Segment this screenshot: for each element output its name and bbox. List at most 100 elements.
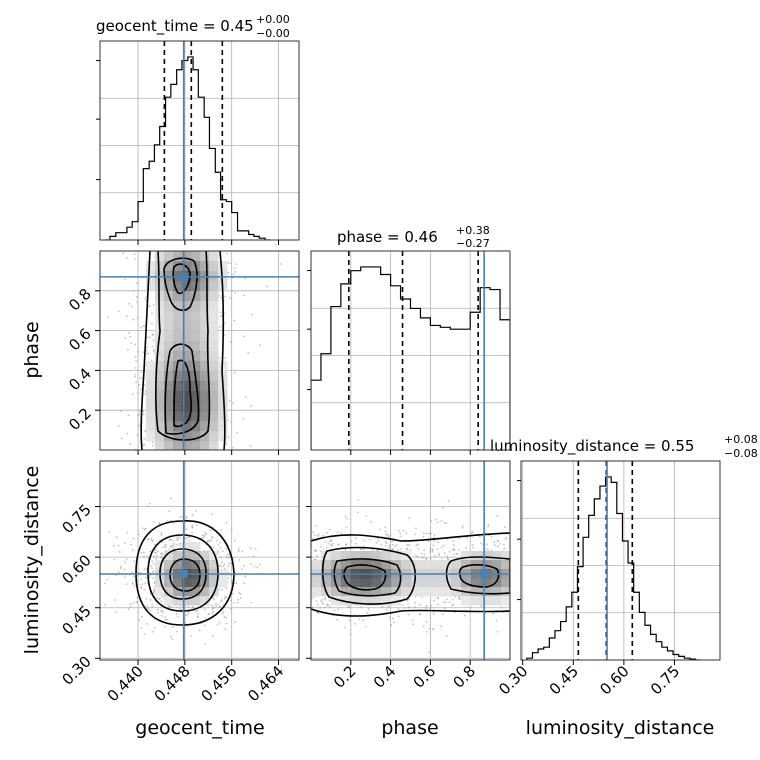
scatter-point <box>212 610 214 613</box>
scatter-point <box>122 252 124 255</box>
scatter-point <box>443 552 446 555</box>
scatter-point <box>169 538 172 541</box>
title-plus: +0.08 <box>724 433 758 446</box>
density-cell <box>155 381 165 392</box>
scatter-point <box>161 552 164 554</box>
scatter-point <box>154 543 156 546</box>
scatter-point <box>384 530 387 533</box>
scatter-point <box>166 618 169 621</box>
scatter-point <box>317 533 320 536</box>
scatter-point <box>417 547 420 550</box>
truth-point <box>480 569 489 578</box>
scatter-point <box>157 611 159 614</box>
scatter-point <box>170 539 173 542</box>
scatter-point <box>433 540 436 542</box>
density-cell <box>155 261 165 272</box>
density-cell <box>491 587 502 597</box>
scatter-point <box>138 533 140 536</box>
scatter-point <box>123 278 126 281</box>
scatter-point <box>139 410 142 412</box>
scatter-point <box>210 538 212 541</box>
scatter-point <box>499 606 502 609</box>
density-cell <box>441 587 452 597</box>
scatter-point <box>211 612 214 615</box>
scatter-point <box>123 542 126 545</box>
density-cell <box>182 371 192 382</box>
scatter-point <box>377 539 380 542</box>
scatter-point <box>397 608 400 610</box>
scatter-point <box>161 614 163 617</box>
scatter-point <box>130 342 132 344</box>
scatter-point <box>173 522 175 524</box>
joint-area <box>311 461 510 660</box>
scatter-point <box>503 547 506 550</box>
scatter-point <box>176 606 178 609</box>
scatter-point <box>320 600 323 603</box>
density-cell <box>182 321 192 332</box>
scatter-point <box>453 549 456 551</box>
scatter-point <box>237 548 240 550</box>
density-cell <box>491 560 502 570</box>
scatter-point <box>179 516 182 518</box>
tick-label: 0.2 <box>65 404 95 434</box>
density-cell <box>401 587 412 597</box>
joint-area <box>100 461 299 660</box>
scatter-point <box>230 529 233 532</box>
scatter-point <box>408 598 411 601</box>
density-cell <box>164 301 174 312</box>
scatter-point <box>429 548 432 551</box>
scatter-point <box>405 547 408 550</box>
density-cell <box>200 311 210 322</box>
scatter-point <box>219 556 222 559</box>
scatter-point <box>438 552 441 555</box>
scatter-point <box>219 311 222 314</box>
scatter-point <box>126 531 129 534</box>
scatter-point <box>412 623 415 626</box>
scatter-point <box>332 614 334 617</box>
contour-line <box>311 608 510 617</box>
scatter-point <box>229 555 231 558</box>
scatter-point <box>445 635 448 638</box>
density-cell <box>481 551 492 561</box>
scatter-point <box>236 431 239 434</box>
density-cell <box>501 560 510 570</box>
scatter-point <box>360 548 362 551</box>
scatter-point <box>225 521 228 524</box>
scatter-point <box>370 520 372 523</box>
scatter-point <box>216 623 219 626</box>
scatter-point <box>185 515 188 518</box>
scatter-point <box>156 597 158 599</box>
density-cell <box>321 551 332 561</box>
density-cell <box>164 321 174 332</box>
scatter-point <box>155 557 158 560</box>
density-cell <box>209 371 219 382</box>
scatter-point <box>249 547 252 550</box>
density-cell <box>191 301 201 312</box>
scatter-point <box>120 410 122 413</box>
scatter-point <box>366 611 369 614</box>
density-cell <box>441 560 452 570</box>
scatter-point <box>229 341 232 344</box>
scatter-point <box>169 545 172 548</box>
scatter-point <box>125 583 128 586</box>
scatter-point <box>256 566 259 569</box>
scatter-point <box>129 335 132 338</box>
ylabel-phase: phase <box>21 321 43 378</box>
contour-line <box>173 359 192 428</box>
density-cell <box>182 301 192 312</box>
scatter-point <box>140 626 143 629</box>
density-cell <box>164 401 174 412</box>
panel-geocent_time-vs-luminosity_distance: 0.440 0.448 0.456 0.464 0.30 0.45 0.60 0.75 <box>58 460 300 705</box>
scatter-point <box>136 434 139 436</box>
scatter-point <box>222 610 225 613</box>
density-cell <box>164 551 174 561</box>
scatter-point <box>152 304 155 306</box>
scatter-point <box>169 635 172 638</box>
scatter-point <box>238 558 241 561</box>
title-plus: +0.00 <box>256 13 290 26</box>
scatter-point <box>185 517 188 520</box>
hist-area <box>521 461 720 660</box>
scatter-point <box>240 568 243 571</box>
scatter-point <box>157 550 159 553</box>
